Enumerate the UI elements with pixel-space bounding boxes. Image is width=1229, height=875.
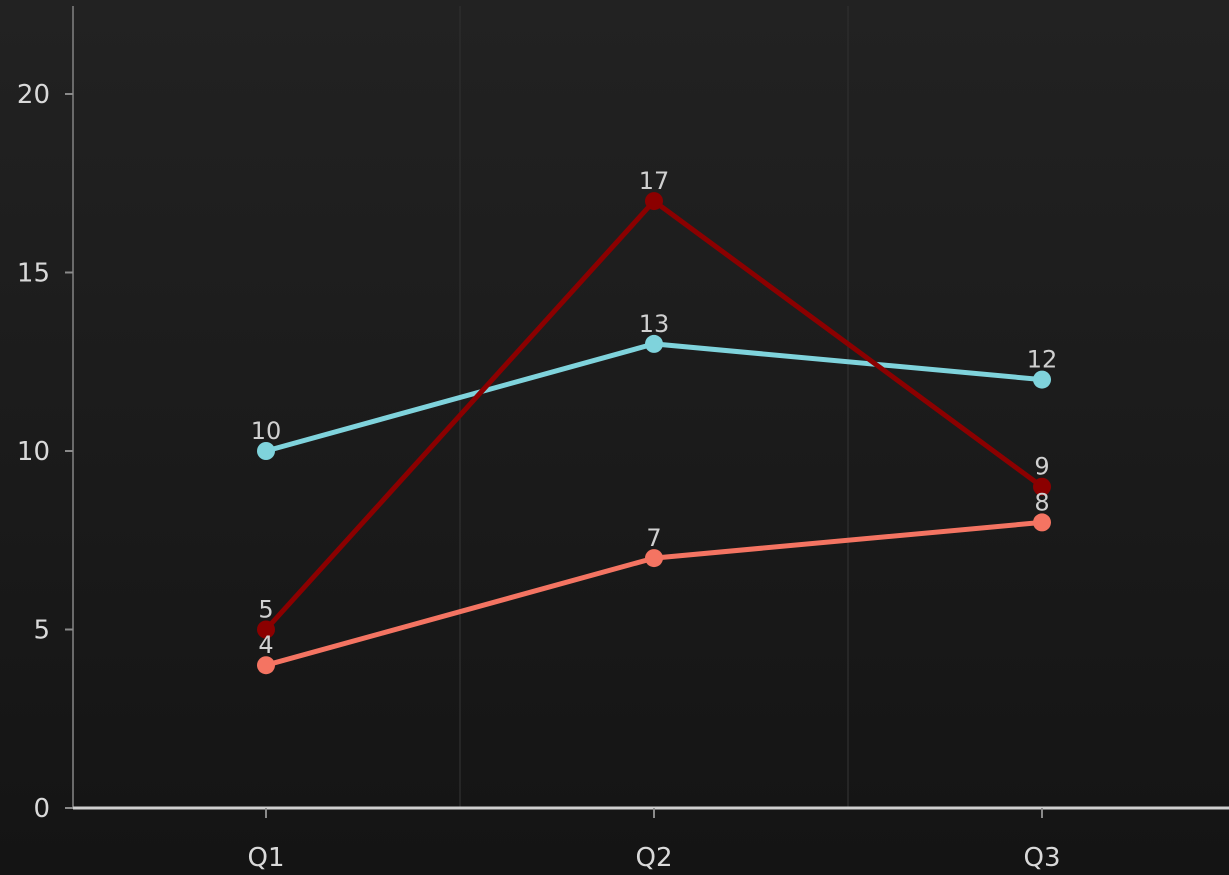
data-point [1033,513,1051,532]
y-tick-label: 10 [17,437,50,467]
data-point [645,334,663,353]
x-tick-label: Q1 [247,843,284,873]
data-label: 12 [1027,346,1058,374]
data-labels: 10 13 12 5 17 9 4 7 8 [251,167,1058,659]
series-3 [257,513,1051,675]
axes: 0 5 10 15 20 Q1 Q2 Q3 [17,6,1229,873]
data-label: 8 [1034,488,1049,516]
data-label: 7 [646,524,661,552]
data-point [257,620,275,639]
data-point [1033,370,1051,389]
data-point [257,442,275,460]
series-2 [257,192,1051,639]
data-label: 10 [251,417,282,445]
data-point [1033,477,1051,496]
x-tick-label: Q2 [635,843,672,873]
data-label: 4 [258,631,273,659]
data-label: 9 [1034,453,1049,481]
series-line [263,341,1045,454]
y-tick-label: 0 [33,794,50,824]
data-point [645,192,663,211]
y-tick-label: 20 [17,80,50,110]
y-tick-label: 15 [17,259,50,289]
grid-lines [459,6,849,808]
data-label: 13 [639,310,670,338]
data-label: 5 [258,596,273,624]
data-label: 17 [639,167,670,195]
series-1 [257,334,1051,460]
x-tick-label: Q3 [1023,843,1060,873]
series-layer [257,192,1051,675]
data-point [257,656,275,675]
data-point [645,549,663,568]
y-tick-label: 5 [33,616,50,646]
